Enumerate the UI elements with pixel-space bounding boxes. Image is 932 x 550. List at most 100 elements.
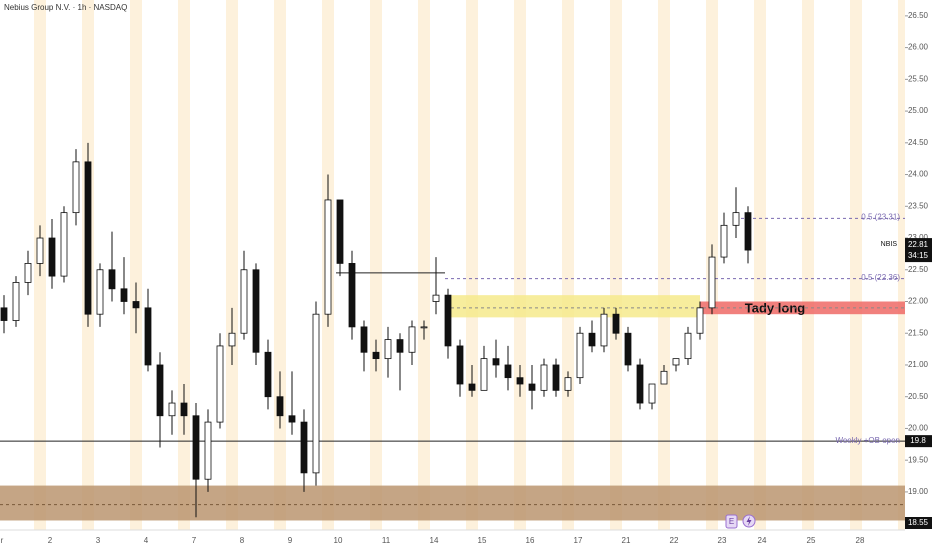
event-label: E — [729, 517, 734, 526]
candle-body — [444, 294, 452, 347]
candle-body — [108, 269, 116, 290]
premarket-stripe — [274, 0, 286, 530]
zone — [445, 295, 700, 318]
candle-body — [720, 224, 728, 258]
candle-body — [12, 282, 20, 321]
y-tick-label: 21.00 — [908, 360, 929, 369]
premarket-stripe — [562, 0, 574, 530]
x-tick-label: 24 — [758, 536, 767, 545]
y-tick-label: 21.50 — [908, 328, 929, 337]
candle-body — [264, 351, 272, 398]
candle-body — [432, 294, 440, 302]
candle-body — [96, 269, 104, 315]
candle-body — [204, 421, 212, 480]
premarket-stripe — [466, 0, 478, 530]
price-axis — [905, 0, 932, 550]
candle-body — [648, 383, 656, 404]
candle-body — [528, 383, 536, 391]
y-tick-label: 19.50 — [908, 455, 929, 464]
candle-body — [456, 345, 464, 385]
x-tick-label: 4 — [144, 536, 149, 545]
candle-body — [324, 199, 332, 315]
y-tick-label: 23.50 — [908, 201, 929, 210]
y-tick-label: 26.50 — [908, 11, 929, 20]
x-tick-label: r — [1, 536, 4, 545]
candle-body — [744, 212, 752, 251]
x-tick-label: 11 — [382, 536, 391, 545]
premarket-stripe — [130, 0, 142, 530]
x-tick-label: 21 — [622, 536, 631, 545]
candle-body — [468, 383, 476, 391]
x-tick-label: 15 — [478, 536, 487, 545]
candle-body — [156, 364, 164, 417]
candle-body — [48, 237, 56, 277]
candle-body — [708, 256, 716, 309]
candle-body — [228, 332, 236, 347]
candle-body — [636, 364, 644, 404]
candle-body — [252, 269, 260, 353]
fib-label: 0.5 (23.31) — [861, 212, 900, 221]
x-tick-label: 9 — [288, 536, 293, 545]
candle-body — [408, 326, 416, 353]
candle-body — [372, 351, 380, 360]
y-tick-label: 24.00 — [908, 170, 929, 179]
x-tick-label: 17 — [574, 536, 583, 545]
zone-tag — [905, 517, 932, 529]
candle-body — [24, 263, 32, 283]
candle-body — [552, 364, 560, 391]
premarket-stripe — [178, 0, 190, 530]
candle-body — [504, 364, 512, 379]
candle-body — [276, 396, 284, 417]
axes: 19.8 19.00 19.50 20.00 20.50 21.00 21.50 22.00 2… — [1, 11, 932, 545]
y-tick-label: 23.00 — [908, 233, 929, 242]
x-tick-label: 23 — [718, 536, 727, 545]
candle-body — [60, 212, 68, 277]
x-tick-label: 16 — [526, 536, 535, 545]
x-tick-label: 14 — [430, 536, 439, 545]
candle-body — [84, 161, 92, 315]
candle-body — [300, 421, 308, 474]
candle-body — [288, 415, 296, 423]
candle-body — [600, 313, 608, 347]
zone — [700, 301, 905, 315]
level-tag — [905, 435, 932, 448]
candle-body — [312, 313, 320, 474]
candle-body — [72, 161, 80, 214]
y-tick-label: 24.50 — [908, 138, 929, 147]
candle-body — [660, 370, 668, 385]
candle-body — [348, 263, 356, 328]
level-tag-label: 19.8 — [910, 436, 926, 445]
fib-label: 0.5 (22.36) — [861, 273, 900, 282]
price-tag — [905, 238, 932, 263]
candle-body — [192, 415, 200, 480]
candle-body — [36, 237, 44, 264]
countdown-label: 34:15 — [908, 251, 929, 260]
premarket-stripe — [610, 0, 622, 530]
candle-body — [672, 358, 680, 366]
candle-body — [180, 402, 188, 417]
y-tick-label: 19.00 — [908, 487, 929, 496]
candle-body — [168, 402, 176, 417]
premarket-stripe — [754, 0, 766, 530]
y-tick-label: 25.50 — [908, 74, 929, 83]
candle-body — [420, 326, 428, 329]
premarket-stripe — [370, 0, 382, 530]
x-tick-label: 22 — [670, 536, 679, 545]
x-tick-label: 28 — [856, 536, 865, 545]
premarket-stripe — [658, 0, 670, 530]
candle-body — [624, 332, 632, 366]
candle-body — [0, 307, 8, 321]
candle-body — [516, 377, 524, 385]
candle-body — [132, 301, 140, 309]
candle-body — [612, 313, 620, 334]
candle-body — [540, 364, 548, 391]
premarket-stripe — [850, 0, 862, 530]
level-label: Weekly +OB open — [835, 436, 900, 445]
candle-body — [396, 339, 404, 353]
candle-body — [336, 199, 344, 264]
y-tick-label: 25.00 — [908, 106, 929, 115]
y-tick-label: 20.50 — [908, 392, 929, 401]
